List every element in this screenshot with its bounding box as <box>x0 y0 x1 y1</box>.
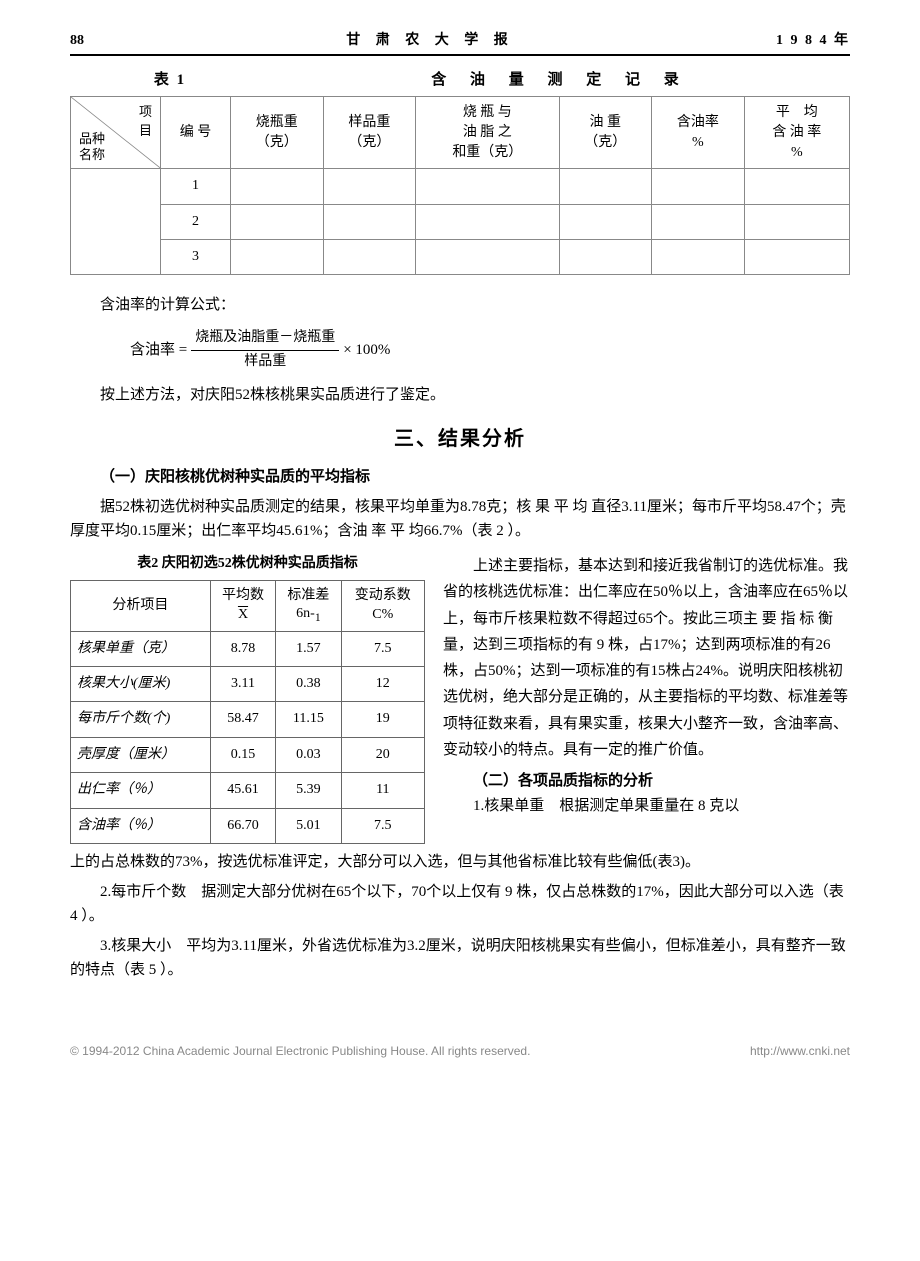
page-footer: © 1994-2012 China Academic Journal Elect… <box>70 1042 850 1061</box>
item2: 2.每市斤个数 据测定大部分优树在65个以下，70个以上仅有 9 株，仅占总株数… <box>70 880 850 928</box>
left-column: 表2 庆阳初选52株优树种实品质指标 分析项目 平均数X 标准差6n-1 变动系… <box>70 553 425 844</box>
table-cell: 每市斤个数(个) <box>71 702 211 737</box>
two-column-region: 表2 庆阳初选52株优树种实品质指标 分析项目 平均数X 标准差6n-1 变动系… <box>70 553 850 844</box>
table1-col-1: 烧瓶重（克） <box>231 97 324 169</box>
table-row: 每市斤个数(个)58.4711.1519 <box>71 702 425 737</box>
formula-tail: × 100% <box>343 338 390 362</box>
formula-numerator: 烧瓶及油脂重－烧瓶重 <box>191 327 339 350</box>
sub1-heading: （一）庆阳核桃优树种实品质的平均指标 <box>70 465 850 489</box>
table-cell: 核果大小(厘米) <box>71 667 211 702</box>
row-num: 3 <box>161 239 231 274</box>
table-cell: 3.11 <box>210 667 275 702</box>
formula-fraction: 烧瓶及油脂重－烧瓶重 样品重 <box>191 327 339 373</box>
table-row: 核果单重（克）8.781.577.5 <box>71 631 425 666</box>
table-cell: 19 <box>341 702 424 737</box>
section-title: 三、结果分析 <box>70 423 850 455</box>
table-cell: 核果单重（克） <box>71 631 211 666</box>
right-para: 上述主要指标，基本达到和接近我省制订的选优标准。我省的核桃选优标准：出仁率应在5… <box>443 553 850 763</box>
table-cell: 壳厚度（厘米） <box>71 737 211 772</box>
row-num: 1 <box>161 169 231 204</box>
sub1-para: 据52株初选优树种实品质测定的结果，核果平均单重为8.78克；核 果 平 均 直… <box>70 495 850 543</box>
table2: 分析项目 平均数X 标准差6n-1 变动系数C% 核果单重（克）8.781.57… <box>70 580 425 845</box>
table1-caption: 含 油 量 测 定 记 录 <box>270 68 850 92</box>
table-cell: 0.38 <box>276 667 341 702</box>
page-header: 88 甘 肃 农 大 学 报 1 9 8 4 年 <box>70 30 850 56</box>
table1-title-row: 表 1 含 油 量 测 定 记 录 <box>70 68 850 92</box>
variety-cell <box>71 169 161 275</box>
table-cell: 11 <box>341 773 424 808</box>
table-cell: 7.5 <box>341 808 424 843</box>
table1-col-0: 编 号 <box>161 97 231 169</box>
table-row: 1 <box>71 169 850 204</box>
footer-copyright: © 1994-2012 China Academic Journal Elect… <box>70 1042 530 1061</box>
table-cell: 1.57 <box>276 631 341 666</box>
table-row: 核果大小(厘米)3.110.3812 <box>71 667 425 702</box>
table1-diag-header: 项目 品种名称 <box>71 97 161 169</box>
table-cell: 5.01 <box>276 808 341 843</box>
table-row: 出仁率（％）45.615.3911 <box>71 773 425 808</box>
formula-intro: 含油率的计算公式： <box>70 293 850 317</box>
table-cell: 66.70 <box>210 808 275 843</box>
formula-denominator: 样品重 <box>240 351 290 373</box>
table2-title: 表2 庆阳初选52株优树种实品质指标 <box>70 553 425 575</box>
table-cell: 20 <box>341 737 424 772</box>
t2-h2: 标准差6n-1 <box>276 580 341 631</box>
table-cell: 58.47 <box>210 702 275 737</box>
table-cell: 5.39 <box>276 773 341 808</box>
journal-name: 甘 肃 农 大 学 报 <box>346 30 514 52</box>
formula-lhs: 含油率 = <box>130 338 187 362</box>
table-cell: 12 <box>341 667 424 702</box>
item3: 3.核果大小 平均为3.11厘米，外省选优标准为3.2厘米，说明庆阳核桃果实有些… <box>70 934 850 982</box>
table-cell: 8.78 <box>210 631 275 666</box>
header-year: 1 9 8 4 年 <box>776 30 850 52</box>
row-num: 2 <box>161 204 231 239</box>
table1-col-5: 含油率% <box>652 97 745 169</box>
table1-col-2: 样品重（克） <box>323 97 416 169</box>
table1: 项目 品种名称 编 号 烧瓶重（克） 样品重（克） 烧 瓶 与油 脂 之和重（克… <box>70 96 850 275</box>
footer-url: http://www.cnki.net <box>750 1042 850 1061</box>
table1-col-3: 烧 瓶 与油 脂 之和重（克） <box>416 97 559 169</box>
t2-h0: 分析项目 <box>71 580 211 631</box>
t2-h1: 平均数X <box>210 580 275 631</box>
table1-col-4: 油 重（克） <box>559 97 652 169</box>
table-cell: 45.61 <box>210 773 275 808</box>
method-line: 按上述方法，对庆阳52株核桃果实品质进行了鉴定。 <box>70 383 850 407</box>
table-cell: 0.03 <box>276 737 341 772</box>
t2-h3: 变动系数C% <box>341 580 424 631</box>
table-row: 3 <box>71 239 850 274</box>
table-cell: 7.5 <box>341 631 424 666</box>
diag-bot-label: 品种名称 <box>79 131 105 162</box>
table-cell: 含油率（％） <box>71 808 211 843</box>
right-column: 上述主要指标，基本达到和接近我省制订的选优标准。我省的核桃选优标准：出仁率应在5… <box>443 553 850 819</box>
diag-top-label: 项目 <box>139 103 152 139</box>
table-row: 含油率（％）66.705.017.5 <box>71 808 425 843</box>
item1a: 1.核果单重 根据测定单果重量在 8 克以 <box>443 793 850 819</box>
item1b: 上的占总株数的73%，按选优标准评定，大部分可以入选，但与其他省标准比较有些偏低… <box>70 850 850 874</box>
table-cell: 11.15 <box>276 702 341 737</box>
sub2-heading: （二）各项品质指标的分析 <box>443 769 850 793</box>
table-cell: 出仁率（％） <box>71 773 211 808</box>
table1-col-6: 平 均含 油 率% <box>744 97 849 169</box>
formula: 含油率 = 烧瓶及油脂重－烧瓶重 样品重 × 100% <box>130 327 850 373</box>
table-cell: 0.15 <box>210 737 275 772</box>
table-row: 2 <box>71 204 850 239</box>
table-row: 壳厚度（厘米）0.150.0320 <box>71 737 425 772</box>
table1-label: 表 1 <box>70 68 270 92</box>
page-number: 88 <box>70 30 84 52</box>
